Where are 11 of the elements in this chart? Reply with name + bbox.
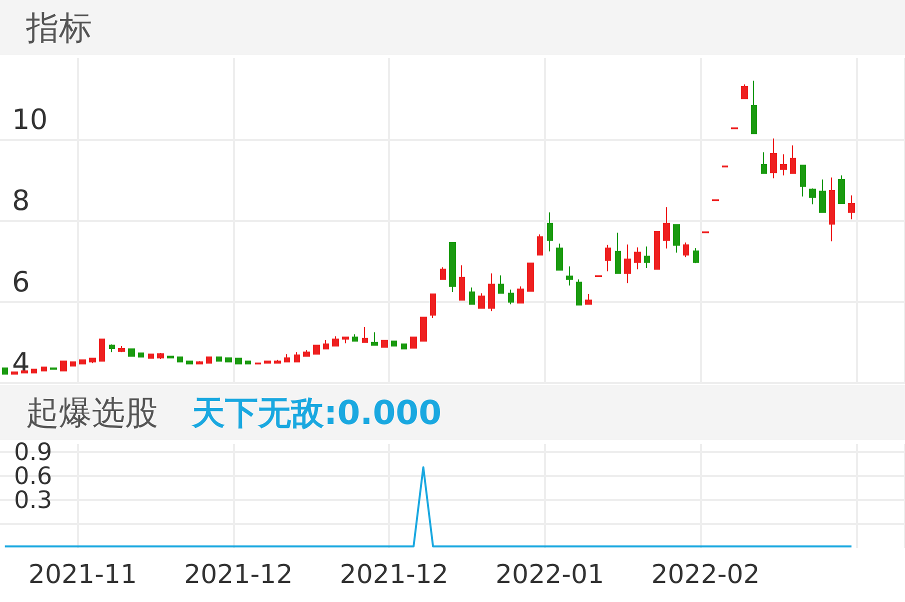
chart-title: 起爆选股 — [26, 393, 158, 432]
y-tick-label: 6 — [12, 265, 30, 298]
x-tick-label: 2021-12 — [340, 560, 448, 590]
y-tick-label: 8 — [12, 184, 30, 217]
y-tick-label: 10 — [12, 102, 48, 136]
chart-title: 指标 — [26, 8, 92, 47]
x-tick-label: 2021-12 — [184, 560, 293, 590]
x-tick-label: 2021-11 — [28, 560, 138, 590]
x-tick-label: 2022-02 — [651, 560, 760, 590]
text: 天下无敌:0.000 — [192, 393, 442, 432]
x-tick-label: 2022-01 — [495, 560, 604, 590]
